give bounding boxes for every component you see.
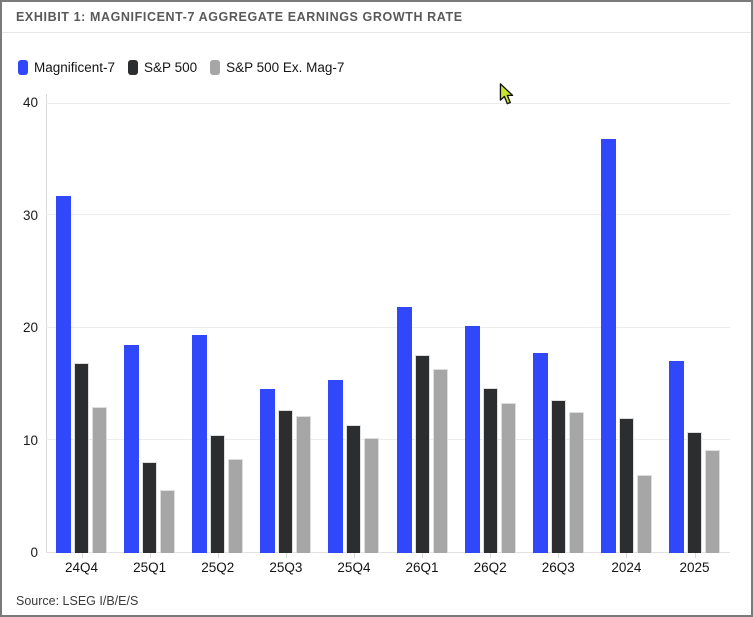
y-tick-label: 40 <box>22 95 38 110</box>
gridline <box>46 103 730 104</box>
x-tick-label: 25Q3 <box>269 560 303 575</box>
gridline <box>46 327 730 328</box>
y-tick-label: 0 <box>30 545 38 560</box>
legend-item-magnificent-7: Magnificent-7 <box>18 60 115 75</box>
bar <box>228 458 244 553</box>
x-axis-baseline <box>46 552 730 553</box>
x-tick-label: 24Q4 <box>64 560 99 575</box>
bar-group <box>124 103 176 553</box>
x-tick-mark <box>490 553 492 558</box>
bar-group <box>328 103 380 553</box>
x-tick-mark <box>285 553 287 558</box>
title-divider <box>2 32 751 33</box>
bar <box>124 344 140 553</box>
x-tick-label: 2025 <box>679 560 710 575</box>
bar <box>396 306 412 553</box>
bar <box>328 379 344 553</box>
bar <box>550 400 566 553</box>
bar <box>568 412 584 553</box>
gridline <box>46 439 730 440</box>
bar <box>278 410 294 553</box>
bar-group <box>56 103 107 553</box>
legend-swatch-gray-icon <box>210 60 221 75</box>
bar <box>160 490 176 553</box>
legend-label: Magnificent-7 <box>34 60 116 75</box>
gridline <box>46 214 730 215</box>
x-tick-label: 25Q2 <box>201 560 235 575</box>
x-tick-mark <box>353 553 355 558</box>
bar <box>192 334 208 553</box>
bar <box>74 362 89 553</box>
bar-group <box>464 103 516 553</box>
bar <box>260 388 276 553</box>
bar-group <box>600 103 652 553</box>
bar <box>636 475 652 553</box>
bar <box>414 355 430 553</box>
bar-group <box>668 103 720 553</box>
bar <box>464 325 480 553</box>
bar <box>432 368 448 553</box>
x-tick-label: 26Q3 <box>541 560 575 575</box>
chart-legend: Magnificent-7 S&P 500 S&P 500 Ex. Mag-7 <box>18 60 344 75</box>
y-axis-line <box>46 94 47 553</box>
x-tick-mark <box>81 553 83 558</box>
bar-group <box>260 103 312 553</box>
x-tick-label: 26Q1 <box>405 560 439 575</box>
x-tick-mark <box>422 553 424 558</box>
legend-label: S&P 500 Ex. Mag-7 <box>226 60 345 75</box>
y-tick-label: 30 <box>22 207 38 223</box>
x-tick-label: 26Q2 <box>473 560 507 575</box>
bar <box>56 196 71 553</box>
x-tick-mark <box>694 553 696 558</box>
bar <box>210 434 226 553</box>
exhibit-title: EXHIBIT 1: MAGNIFICENT-7 AGGREGATE EARNI… <box>16 10 463 24</box>
bar <box>532 352 548 553</box>
bar-groups <box>46 103 730 553</box>
source-note: Source: LSEG I/B/E/S <box>16 594 139 608</box>
legend-label: S&P 500 <box>144 60 198 75</box>
bar <box>618 418 634 553</box>
legend-swatch-blue-icon <box>18 60 28 75</box>
bar <box>296 415 312 553</box>
x-tick-mark <box>149 553 151 558</box>
plot-area <box>46 103 730 553</box>
bar-group <box>396 103 448 553</box>
bar <box>704 449 720 553</box>
legend-item-sp500: S&P 500 <box>128 60 197 75</box>
y-tick-label: 20 <box>22 320 38 335</box>
x-tick-mark <box>217 553 219 558</box>
legend-swatch-black-icon <box>128 60 139 75</box>
bar <box>142 461 158 553</box>
bar <box>364 438 380 553</box>
bar <box>600 139 616 553</box>
y-tick-label: 10 <box>22 432 38 448</box>
bar <box>500 403 516 553</box>
bar <box>346 424 362 553</box>
x-tick-mark <box>626 553 628 558</box>
x-tick-label: 25Q1 <box>133 560 167 575</box>
bar-group <box>532 103 584 553</box>
legend-item-sp500-ex-mag7: S&P 500 Ex. Mag-7 <box>210 60 344 75</box>
x-tick-label: 2024 <box>611 560 642 575</box>
x-tick-label: 25Q4 <box>337 560 371 575</box>
bar-group <box>192 103 244 553</box>
cursor-pointer-icon <box>499 83 514 105</box>
x-tick-mark <box>558 553 560 558</box>
bar <box>92 406 107 553</box>
bar <box>482 387 498 553</box>
bar <box>686 431 702 553</box>
bar <box>668 360 684 553</box>
